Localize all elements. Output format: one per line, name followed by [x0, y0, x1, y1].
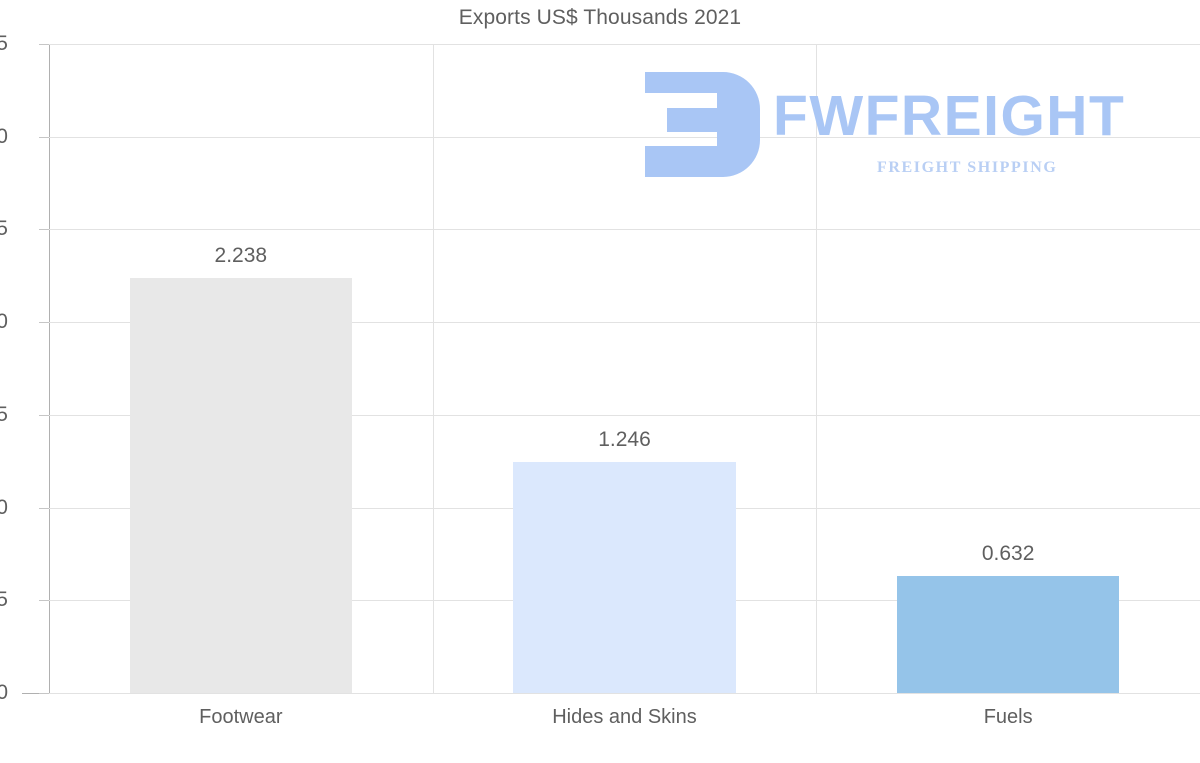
- y-axis-tick-mark: [39, 322, 49, 324]
- chart-title: Exports US$ Thousands 2021: [458, 6, 742, 29]
- y-axis-tick-label: 2,0: [0, 310, 8, 334]
- gridline-horizontal: [49, 414, 1200, 416]
- y-axis-tick-label: 0: [0, 681, 8, 704]
- gridline-horizontal: [49, 693, 1200, 694]
- y-axis-tick-label: 0,5: [0, 588, 8, 612]
- gridline-horizontal: [49, 136, 1200, 138]
- x-axis-tick-label: Hides and Skins: [552, 706, 697, 728]
- bar-value-label: 1.246: [598, 427, 651, 451]
- gridline-vertical: [816, 44, 817, 693]
- y-axis-tick-mark: [39, 414, 49, 416]
- y-axis-tick-label: 1,5: [0, 402, 8, 426]
- gridline-horizontal: [49, 229, 1200, 231]
- y-axis-tick-mark: [39, 693, 49, 694]
- bar-fuels[interactable]: [896, 575, 1120, 693]
- bar-hides-and-skins[interactable]: [513, 461, 736, 693]
- y-axis-tick-mark: [39, 600, 49, 602]
- y-axis-tick-mark: [39, 136, 49, 138]
- plot-area: 2.238 1.246 0.632: [49, 44, 1200, 694]
- x-axis-tick-label: Footwear: [199, 706, 283, 728]
- y-axis-tick-mark: [39, 44, 49, 45]
- gridline-vertical: [433, 44, 434, 693]
- bar-footwear[interactable]: [129, 278, 353, 693]
- bar-value-label: 2.238: [214, 244, 268, 267]
- y-axis-tick-mark: [39, 507, 49, 509]
- y-axis-tick-label: 3,0: [0, 124, 8, 148]
- x-axis-tick-label: Fuels: [983, 706, 1033, 728]
- y-axis-tick-label: 2,5: [0, 217, 8, 241]
- y-axis-tick-mark: [39, 229, 49, 231]
- gridline-horizontal: [49, 44, 1200, 45]
- y-axis-line: [49, 44, 50, 694]
- y-axis-tick-label: 3,5: [0, 32, 8, 55]
- bar-value-label: 0.632: [981, 541, 1035, 565]
- y-axis-tick-label: 1,0: [0, 495, 8, 519]
- gridline-horizontal: [49, 322, 1200, 324]
